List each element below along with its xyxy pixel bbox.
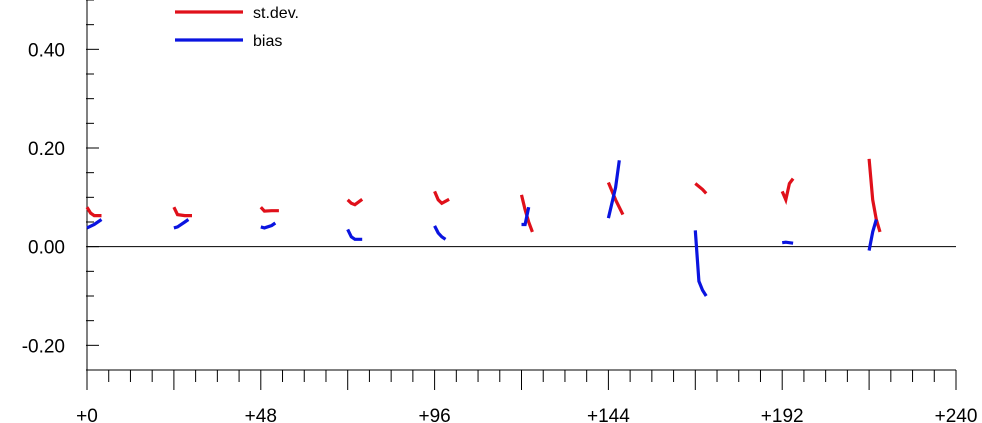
series-bias-segment (521, 206, 531, 227)
series-st-dev-segment (433, 190, 450, 206)
legend-label: bias (253, 33, 282, 50)
series-bias-segment (173, 218, 190, 230)
series-group (85, 158, 882, 297)
series-bias-segment (260, 221, 277, 230)
y-tick-label: -0.20 (22, 336, 65, 357)
series-bias-segment (86, 218, 103, 230)
series-bias-segment (346, 228, 363, 241)
legend: st.dev. bias (175, 5, 299, 50)
series-bias-segment (693, 230, 708, 297)
y-tick-label: 0.00 (28, 238, 65, 259)
x-tick-label: +144 (587, 406, 630, 423)
series-st-dev-segment (259, 206, 279, 213)
x-tick-label: +0 (76, 406, 98, 423)
legend-label: st.dev. (253, 5, 299, 22)
series-st-dev-segment (172, 206, 192, 218)
x-tick-label: +240 (935, 406, 978, 423)
series-bias-segment (781, 240, 794, 245)
series-bias-segment (433, 225, 447, 241)
axes: 0.40 0.20 0.00 -0.20 +0 +48 +96 +144 +192 +240 (22, 0, 978, 423)
x-tick-label: +48 (245, 406, 277, 423)
series-st-dev-segment (85, 206, 102, 218)
series-st-dev-segment (606, 181, 625, 216)
y-tick-label: 0.20 (28, 139, 65, 160)
x-tick-label: +192 (761, 406, 804, 423)
y-tick-label: 0.40 (28, 40, 65, 61)
series-st-dev-segment (694, 182, 708, 195)
series-st-dev-segment (780, 177, 795, 206)
x-tick-label: +96 (418, 406, 450, 423)
series-st-dev-segment (346, 198, 364, 207)
series-bias-segment (606, 160, 621, 219)
series-st-dev-segment (867, 158, 882, 233)
series-bias-segment (867, 219, 878, 251)
